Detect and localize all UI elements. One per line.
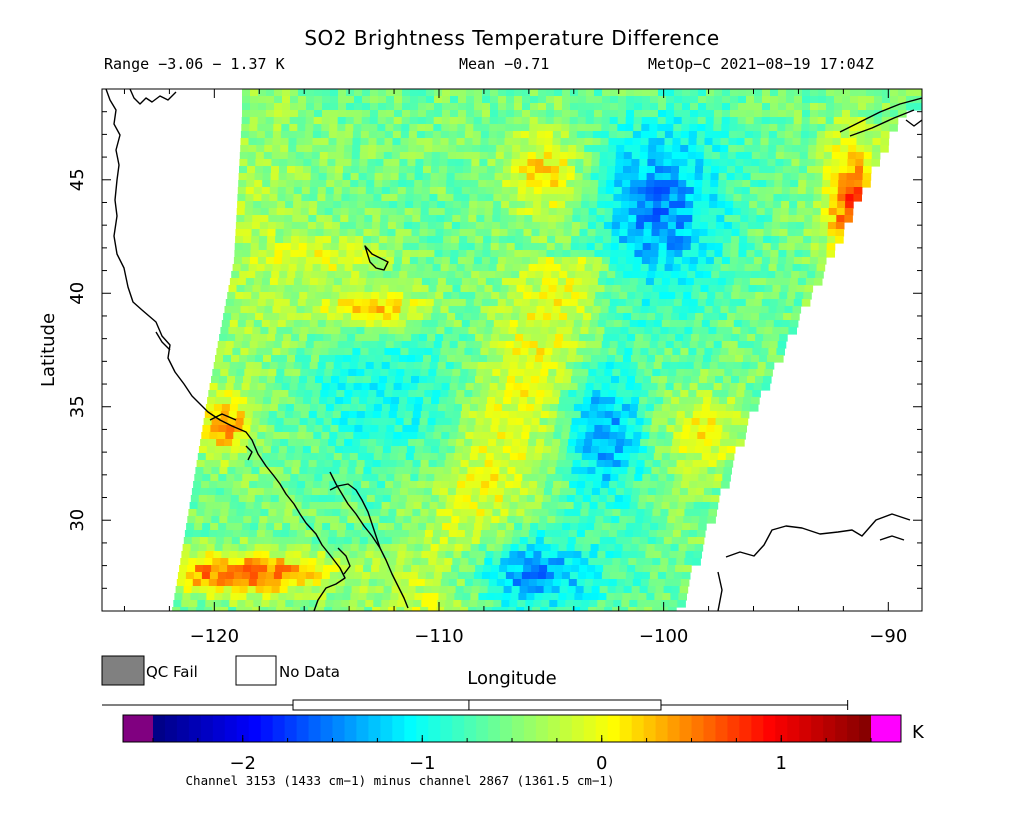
lat-tick-label: 30: [67, 509, 88, 532]
coastline-segment: [725, 513, 911, 558]
map-axes: [102, 88, 922, 612]
coastline-segment: [209, 413, 237, 421]
coastline-segment: [129, 89, 177, 105]
colorbar-tick-label: 1: [776, 753, 787, 774]
coastline-segment: [905, 119, 922, 127]
y-axis-label: Latitude: [38, 313, 59, 387]
colorbar-unit: K: [912, 722, 925, 743]
coastline-segment: [245, 445, 253, 461]
lat-tick-label: 35: [67, 395, 88, 418]
colorbar: [122, 714, 902, 743]
lon-tick-label: −120: [190, 626, 239, 647]
colorbar-tick-label: −1: [409, 753, 436, 774]
lat-tick-label: 45: [67, 168, 88, 191]
qc-fail-swatch: [101, 655, 145, 686]
coastline-segment: [849, 109, 915, 137]
colorbar-tick-label: 0: [596, 753, 607, 774]
coastline-segment: [717, 571, 723, 611]
colorbar-overflow: [871, 715, 901, 742]
coastline-segment: [337, 547, 351, 575]
mean-readout: Mean −0.71: [459, 55, 550, 73]
channel-footnote: Channel 3153 (1433 cm−1) minus channel 2…: [185, 773, 615, 788]
coastline-segment: [329, 471, 409, 609]
lon-tick-label: −110: [414, 626, 463, 647]
coastline-layer: [105, 89, 922, 611]
colorbar-tick-label: −2: [229, 753, 256, 774]
range-readout: Range −3.06 − 1.37 K: [104, 55, 285, 73]
coastline-segment: [839, 97, 922, 133]
lat-tick-label: 40: [67, 282, 88, 305]
coastline-segment: [329, 483, 381, 549]
qc-fail-label: QC Fail: [146, 663, 198, 681]
boxplot-box: [292, 699, 662, 711]
map-frame: [101, 88, 923, 612]
map-title: SO2 Brightness Temperature Difference: [304, 26, 720, 50]
x-axis-label: Longitude: [467, 668, 557, 689]
no-data-label: No Data: [279, 663, 340, 681]
lon-tick-label: −90: [869, 626, 907, 647]
no-data-swatch: [235, 655, 277, 686]
distribution-boxplot: [102, 699, 849, 711]
satellite-timestamp: MetOp−C 2021−08−19 17:04Z: [648, 55, 874, 73]
brightness-swath: [172, 89, 922, 611]
colorbar-underflow: [123, 715, 153, 742]
coastline-segment: [364, 245, 389, 271]
lon-tick-label: −100: [639, 626, 688, 647]
coastline-segment: [155, 331, 171, 351]
coastline-segment: [879, 535, 905, 541]
coastline-segment: [105, 89, 346, 611]
